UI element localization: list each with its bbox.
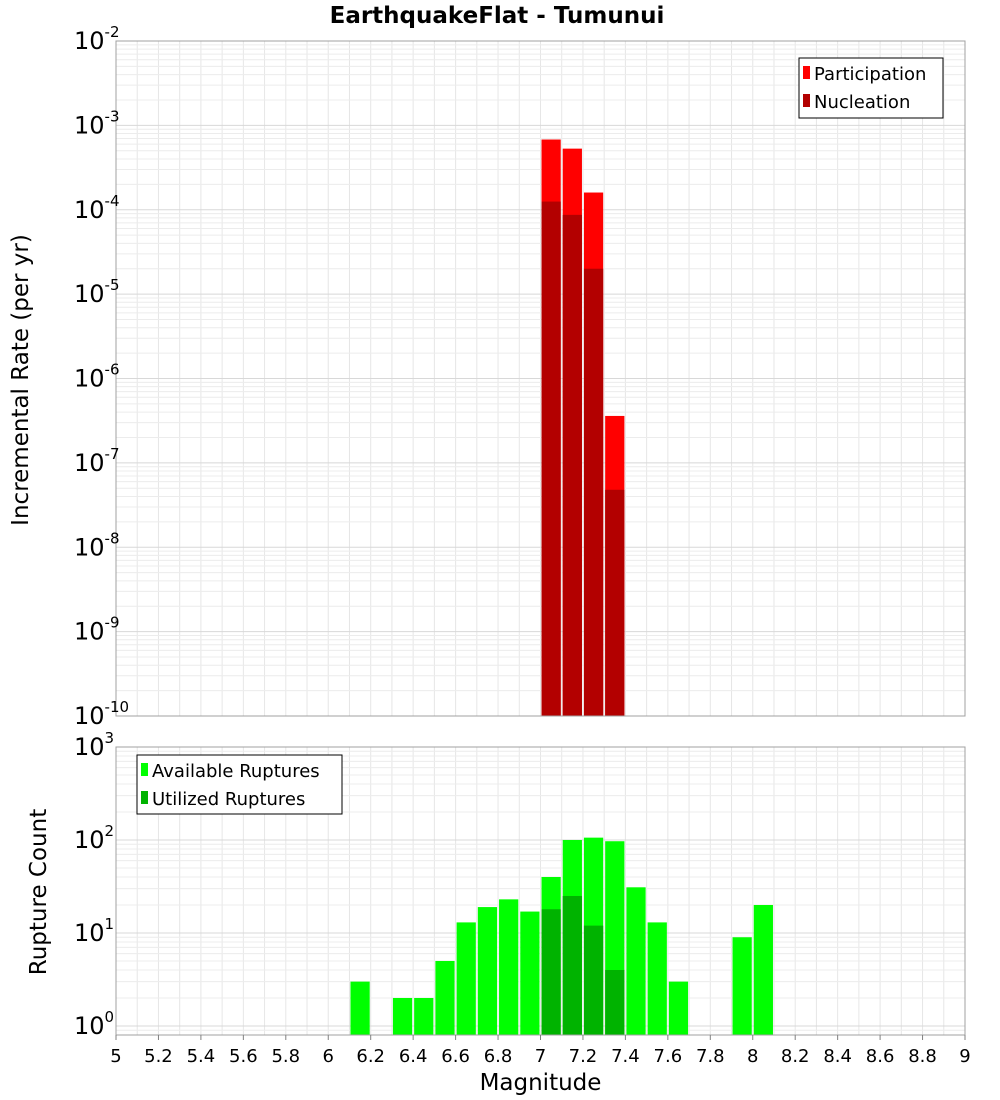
- legend-swatch: [803, 66, 810, 79]
- bar-primary: [435, 960, 455, 1035]
- x-tick-label: 7.8: [696, 1046, 725, 1067]
- y-tick-label: 10-7: [74, 445, 120, 477]
- x-tick-label: 5.2: [144, 1046, 173, 1067]
- x-tick-label: 5.4: [187, 1046, 216, 1067]
- bar-primary: [392, 997, 413, 1035]
- legend: Participation Nucleation: [798, 57, 944, 119]
- bar-secondary: [541, 201, 561, 716]
- bars: [350, 837, 773, 1035]
- y-tick-label: 10-3: [74, 107, 120, 139]
- bar-primary: [477, 907, 498, 1035]
- x-tick-label: 7.4: [611, 1046, 640, 1067]
- y-tick-label: 10-8: [74, 529, 120, 561]
- x-tick-label: 7: [535, 1046, 546, 1067]
- legend-label: Nucleation: [814, 92, 910, 113]
- x-tick-label: 6: [323, 1046, 334, 1067]
- x-tick-label: 6.8: [484, 1046, 513, 1067]
- y-axis-label: Rupture Count: [26, 809, 52, 975]
- y-tick-label: 100: [74, 1008, 114, 1040]
- bar-primary: [414, 997, 434, 1035]
- y-ticks: 100 101 102 103: [74, 729, 114, 1040]
- bar-secondary: [562, 895, 582, 1035]
- y-tick-label: 10-4: [74, 192, 120, 224]
- bar-primary: [499, 899, 519, 1035]
- x-axis-label: Magnitude: [480, 1070, 602, 1096]
- plot-border: [115, 40, 966, 717]
- bar-secondary: [605, 969, 625, 1035]
- y-tick-label: 103: [74, 729, 114, 761]
- legend-box: [798, 57, 944, 119]
- x-tick-label: 5.8: [271, 1046, 300, 1067]
- top-panel: 10-10 10-9 10-8 10-7 10-6 10-5 10-4 10-3 10-2 Inc…: [8, 23, 966, 730]
- x-tick-label: 6.2: [356, 1046, 385, 1067]
- y-axis-label: Incremental Rate (per yr): [8, 234, 34, 526]
- bar-primary: [456, 922, 476, 1035]
- bar-secondary: [583, 268, 604, 716]
- legend-swatch: [803, 94, 810, 107]
- bar-primary: [350, 981, 370, 1035]
- legend-swatch: [141, 763, 148, 776]
- bottom-panel: 100 101 102 103 Rupture Count Available Ruptu…: [26, 729, 971, 1096]
- bar-secondary: [562, 214, 582, 716]
- x-tick-label: 8.8: [908, 1046, 937, 1067]
- y-tick-label: 102: [74, 822, 114, 854]
- bar-primary: [626, 887, 646, 1035]
- legend: Available Ruptures Utilized Ruptures: [136, 754, 343, 815]
- bar-primary: [668, 981, 689, 1035]
- legend-label: Participation: [814, 64, 926, 85]
- legend-label: Utilized Ruptures: [152, 789, 305, 810]
- bar-secondary: [541, 909, 561, 1035]
- y-tick-label: 10-10: [74, 698, 129, 730]
- bar-primary: [753, 904, 773, 1035]
- x-tick-label: 8.2: [781, 1046, 810, 1067]
- legend-box: [136, 754, 343, 815]
- grid: [115, 41, 966, 717]
- bars: [541, 139, 625, 717]
- chart-title: EarthquakeFlat - Tumunui: [330, 3, 665, 29]
- x-tick-label: 8.4: [823, 1046, 852, 1067]
- x-tick-label: 6.4: [399, 1046, 428, 1067]
- y-tick-label: 10-5: [74, 276, 120, 308]
- bar-primary: [732, 937, 752, 1035]
- x-tick-label: 7.2: [569, 1046, 598, 1067]
- legend-swatch: [141, 791, 148, 804]
- legend-label: Available Ruptures: [152, 761, 320, 782]
- y-tick-label: 101: [74, 915, 114, 947]
- bar-primary: [647, 922, 667, 1035]
- x-ticks: 5 5.2 5.4 5.6 5.8 6 6.2 6.4 6.6 6.8 7 7.2 7.4 7.6 7.8 8…: [110, 1035, 971, 1067]
- x-tick-label: 7.6: [654, 1046, 683, 1067]
- bar-secondary: [605, 489, 625, 716]
- y-ticks: 10-10 10-9 10-8 10-7 10-6 10-5 10-4 10-3 10-2: [74, 23, 129, 730]
- x-tick-label: 8: [747, 1046, 758, 1067]
- y-tick-label: 10-2: [74, 23, 120, 55]
- x-tick-label: 9: [959, 1046, 970, 1067]
- bar-primary: [520, 911, 540, 1035]
- y-tick-label: 10-6: [74, 361, 120, 393]
- x-tick-label: 8.6: [866, 1046, 895, 1067]
- bar-secondary: [583, 925, 604, 1035]
- x-tick-label: 5.6: [229, 1046, 258, 1067]
- y-tick-label: 10-9: [74, 614, 120, 646]
- x-tick-label: 6.6: [441, 1046, 470, 1067]
- x-tick-label: 5: [110, 1046, 121, 1067]
